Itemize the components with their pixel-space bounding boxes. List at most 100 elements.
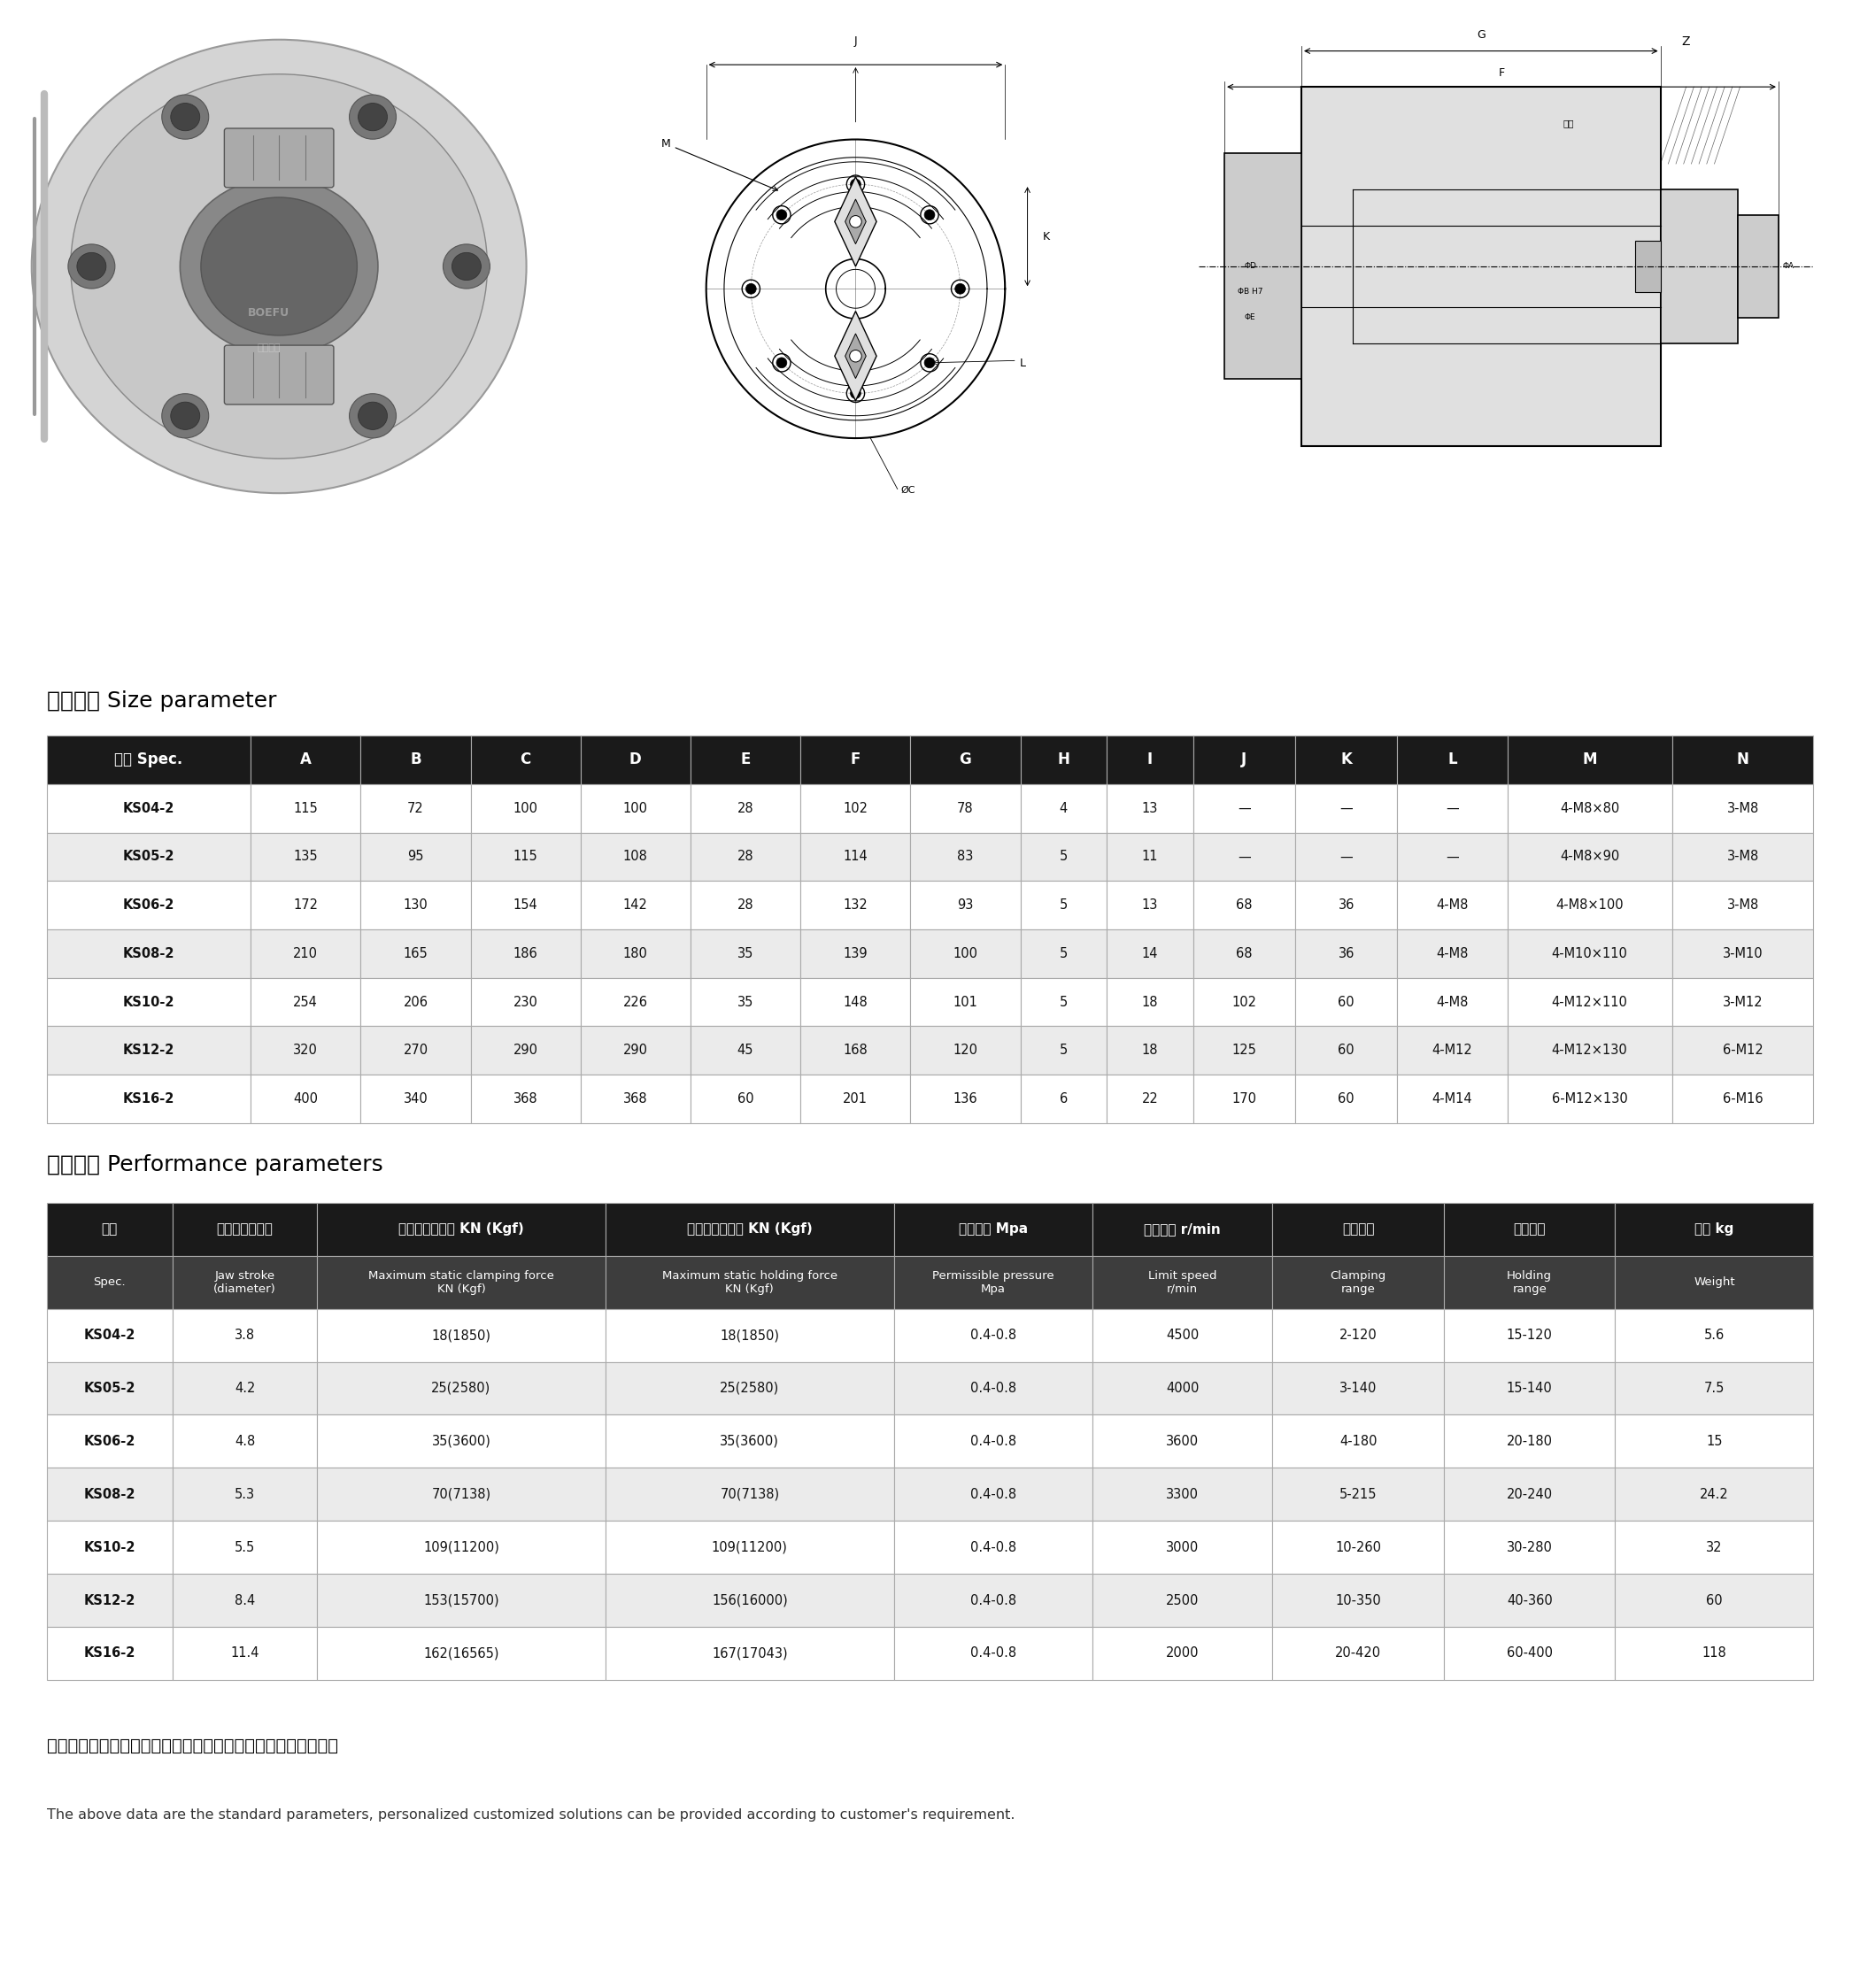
Bar <box>1192 1076 1295 1123</box>
Bar <box>173 1308 316 1362</box>
Text: 167(17043): 167(17043) <box>712 1646 787 1660</box>
Text: 148: 148 <box>843 996 867 1008</box>
Bar <box>1614 1415 1814 1467</box>
Bar <box>1295 1026 1397 1076</box>
Bar <box>1092 1415 1272 1467</box>
Circle shape <box>746 284 757 294</box>
Text: 4-M8: 4-M8 <box>1436 946 1468 960</box>
Bar <box>1672 1026 1814 1076</box>
Text: ΦE: ΦE <box>1244 314 1256 322</box>
Ellipse shape <box>180 177 378 356</box>
Bar <box>1661 189 1737 344</box>
Circle shape <box>924 209 936 221</box>
Text: 最大: 最大 <box>1562 119 1574 127</box>
Bar <box>910 736 1021 783</box>
Text: 规格: 规格 <box>102 1223 117 1237</box>
Bar <box>1443 1626 1614 1680</box>
Bar <box>251 930 361 978</box>
Text: 4-M10×110: 4-M10×110 <box>1551 946 1628 960</box>
Bar <box>800 1026 910 1076</box>
Bar <box>251 736 361 783</box>
Bar <box>910 881 1021 930</box>
Text: 30-280: 30-280 <box>1507 1541 1553 1555</box>
Circle shape <box>921 354 939 372</box>
Circle shape <box>162 394 208 437</box>
Bar <box>1107 833 1192 881</box>
Text: 4-M12×110: 4-M12×110 <box>1551 996 1628 1008</box>
Bar <box>1635 241 1661 292</box>
Bar <box>316 1521 606 1574</box>
Text: L: L <box>1019 358 1027 370</box>
Text: K: K <box>1042 231 1049 243</box>
Bar <box>910 930 1021 978</box>
Text: 0.4-0.8: 0.4-0.8 <box>971 1541 1016 1555</box>
Bar <box>1672 881 1814 930</box>
Text: 201: 201 <box>843 1091 869 1105</box>
Text: 154: 154 <box>513 899 538 912</box>
Text: 最大静态撞紧力 KN (Kgf): 最大静态撞紧力 KN (Kgf) <box>686 1223 813 1237</box>
Polygon shape <box>835 312 876 402</box>
Bar <box>1107 1076 1192 1123</box>
Circle shape <box>850 215 861 227</box>
Bar <box>47 1521 173 1574</box>
Bar <box>1737 215 1778 318</box>
Bar <box>1507 930 1672 978</box>
Circle shape <box>350 394 396 437</box>
Text: 83: 83 <box>958 851 973 863</box>
Text: L: L <box>1447 751 1456 767</box>
Circle shape <box>76 252 106 280</box>
Bar <box>1272 1521 1443 1574</box>
Bar <box>1021 736 1107 783</box>
Bar <box>1295 978 1397 1026</box>
Bar <box>251 833 361 881</box>
Bar <box>316 1467 606 1521</box>
Bar <box>471 930 580 978</box>
Text: BOEFU: BOEFU <box>247 306 290 318</box>
Text: 35(3600): 35(3600) <box>720 1435 779 1447</box>
Circle shape <box>772 207 790 225</box>
Text: K: K <box>1341 751 1352 767</box>
Text: 153(15700): 153(15700) <box>424 1594 498 1606</box>
Bar <box>1614 1256 1814 1308</box>
Bar <box>1272 1308 1443 1362</box>
Bar <box>1272 1256 1443 1308</box>
Circle shape <box>950 280 969 298</box>
Bar <box>173 1256 316 1308</box>
Text: 夹紧范围: 夹紧范围 <box>1343 1223 1375 1237</box>
Bar <box>361 930 471 978</box>
Bar <box>1672 978 1814 1026</box>
Bar <box>1507 1076 1672 1123</box>
Circle shape <box>171 402 199 429</box>
Text: KS10-2: KS10-2 <box>84 1541 136 1555</box>
Text: 0.4-0.8: 0.4-0.8 <box>971 1328 1016 1342</box>
Text: 25(2580): 25(2580) <box>432 1382 491 1396</box>
Bar <box>1192 978 1295 1026</box>
Bar <box>361 736 471 783</box>
Text: 28: 28 <box>737 899 753 912</box>
Bar <box>361 1076 471 1123</box>
Bar <box>47 1626 173 1680</box>
Text: 规格 Spec.: 规格 Spec. <box>115 751 182 767</box>
Bar <box>471 1076 580 1123</box>
Text: KS04-2: KS04-2 <box>84 1328 136 1342</box>
Text: 18(1850): 18(1850) <box>432 1328 491 1342</box>
Text: 5: 5 <box>1060 946 1068 960</box>
Bar <box>316 1362 606 1415</box>
Bar <box>1295 783 1397 833</box>
Text: Clamping
range: Clamping range <box>1330 1270 1386 1294</box>
Text: Maximum static clamping force
KN (Kgf): Maximum static clamping force KN (Kgf) <box>368 1270 554 1294</box>
Bar <box>1107 881 1192 930</box>
Circle shape <box>359 103 387 131</box>
Text: —: — <box>1339 851 1352 863</box>
Text: D: D <box>629 751 642 767</box>
Text: 3000: 3000 <box>1166 1541 1200 1555</box>
Text: 35(3600): 35(3600) <box>432 1435 491 1447</box>
Text: ΦD: ΦD <box>1244 262 1256 270</box>
Bar <box>1507 736 1672 783</box>
Bar <box>471 881 580 930</box>
Bar <box>1507 1026 1672 1076</box>
Bar <box>1397 833 1507 881</box>
Bar <box>690 930 800 978</box>
Text: G: G <box>960 751 971 767</box>
Text: 7.5: 7.5 <box>1704 1382 1724 1396</box>
